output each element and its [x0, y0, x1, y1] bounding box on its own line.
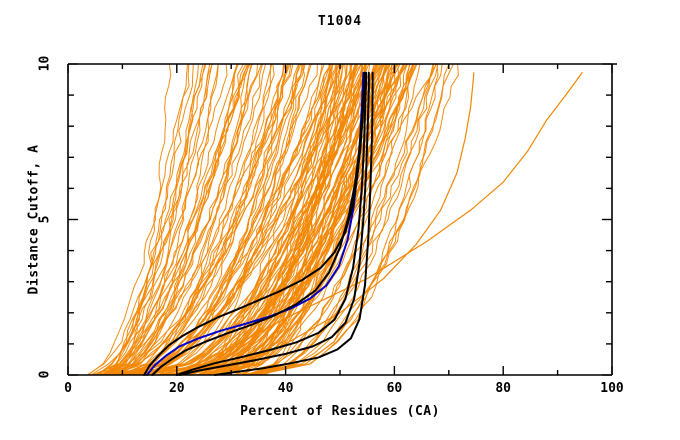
orange-model-curve: [129, 63, 285, 376]
orange-model-curve: [249, 63, 443, 376]
orange-model-curve: [101, 63, 252, 376]
x-tick-label: 100: [600, 381, 624, 396]
orange-model-curve: [137, 63, 318, 376]
orange-model-curve: [132, 63, 332, 376]
orange-model-curve: [247, 63, 434, 376]
axis-frame-layer: [67, 63, 617, 376]
orange-model-curve: [198, 63, 333, 376]
orange-model-curve: [90, 63, 228, 376]
orange-model-curve: [241, 63, 415, 376]
black-model-curve: [175, 71, 368, 376]
black-model-curve: [213, 71, 374, 376]
x-tick-label: 60: [386, 381, 403, 396]
orange-model-curve: [130, 63, 305, 376]
x-tick-label: 20: [168, 381, 185, 396]
x-tick-label: 40: [277, 381, 294, 396]
y-tick-label: 0: [37, 370, 53, 379]
orange-model-curve: [196, 63, 401, 376]
orange-model-curve: [262, 63, 437, 376]
orange-model-curve: [253, 63, 459, 376]
orange-model-curve: [105, 63, 206, 376]
orange-model-curve: [87, 63, 189, 376]
orange-model-curve: [102, 63, 294, 376]
orange-model-curve: [255, 63, 418, 376]
orange-model-curve: [118, 63, 273, 376]
x-tick-label: 80: [495, 381, 512, 396]
orange-model-curve: [147, 63, 348, 376]
orange-model-curve: [253, 63, 439, 376]
orange-model-curve: [128, 63, 291, 376]
orange-model-curve: [132, 63, 302, 376]
x-tick-label: 0: [64, 381, 72, 396]
orange-model-curve: [105, 63, 207, 376]
black-model-curve: [178, 71, 370, 376]
orange-model-curve: [117, 63, 239, 376]
orange-model-curve: [99, 63, 190, 376]
orange-model-curve: [215, 63, 347, 376]
orange-model-curve: [246, 63, 435, 376]
y-tick-label: 10: [37, 55, 53, 72]
black-model-curve: [151, 71, 366, 376]
orange-model-curve: [224, 63, 407, 376]
orange-outlier-curve: [176, 72, 583, 376]
series-layer: [86, 63, 583, 376]
orange-model-curve: [221, 63, 366, 376]
orange-model-curve: [224, 63, 357, 376]
orange-model-curve: [247, 63, 454, 376]
orange-model-curve: [180, 63, 367, 376]
orange-model-curve: [234, 63, 408, 376]
orange-model-curve: [114, 63, 262, 376]
x-axis-title: Percent of Residues (CA): [240, 404, 440, 419]
orange-outlier-curve: [230, 72, 475, 370]
orange-model-curve: [107, 63, 247, 376]
orange-model-curve: [147, 63, 378, 376]
orange-model-curve: [246, 63, 421, 376]
orange-model-curve: [233, 63, 338, 376]
orange-model-curve: [107, 63, 194, 376]
orange-model-curve: [187, 63, 342, 376]
orange-model-curve: [256, 63, 450, 376]
y-tick-label: 5: [37, 215, 53, 223]
orange-model-curve: [86, 63, 204, 376]
orange-model-curve: [216, 63, 366, 376]
orange-model-curve: [224, 63, 352, 376]
orange-model-curve: [131, 63, 267, 376]
orange-model-curve: [150, 63, 364, 376]
orange-model-curve: [247, 63, 363, 376]
orange-model-curve: [111, 63, 248, 376]
orange-model-curve: [241, 63, 331, 376]
orange-model-curve: [146, 63, 305, 376]
orange-model-curve: [120, 63, 275, 376]
orange-model-curve: [102, 63, 213, 376]
chart-title: T1004: [317, 14, 363, 29]
